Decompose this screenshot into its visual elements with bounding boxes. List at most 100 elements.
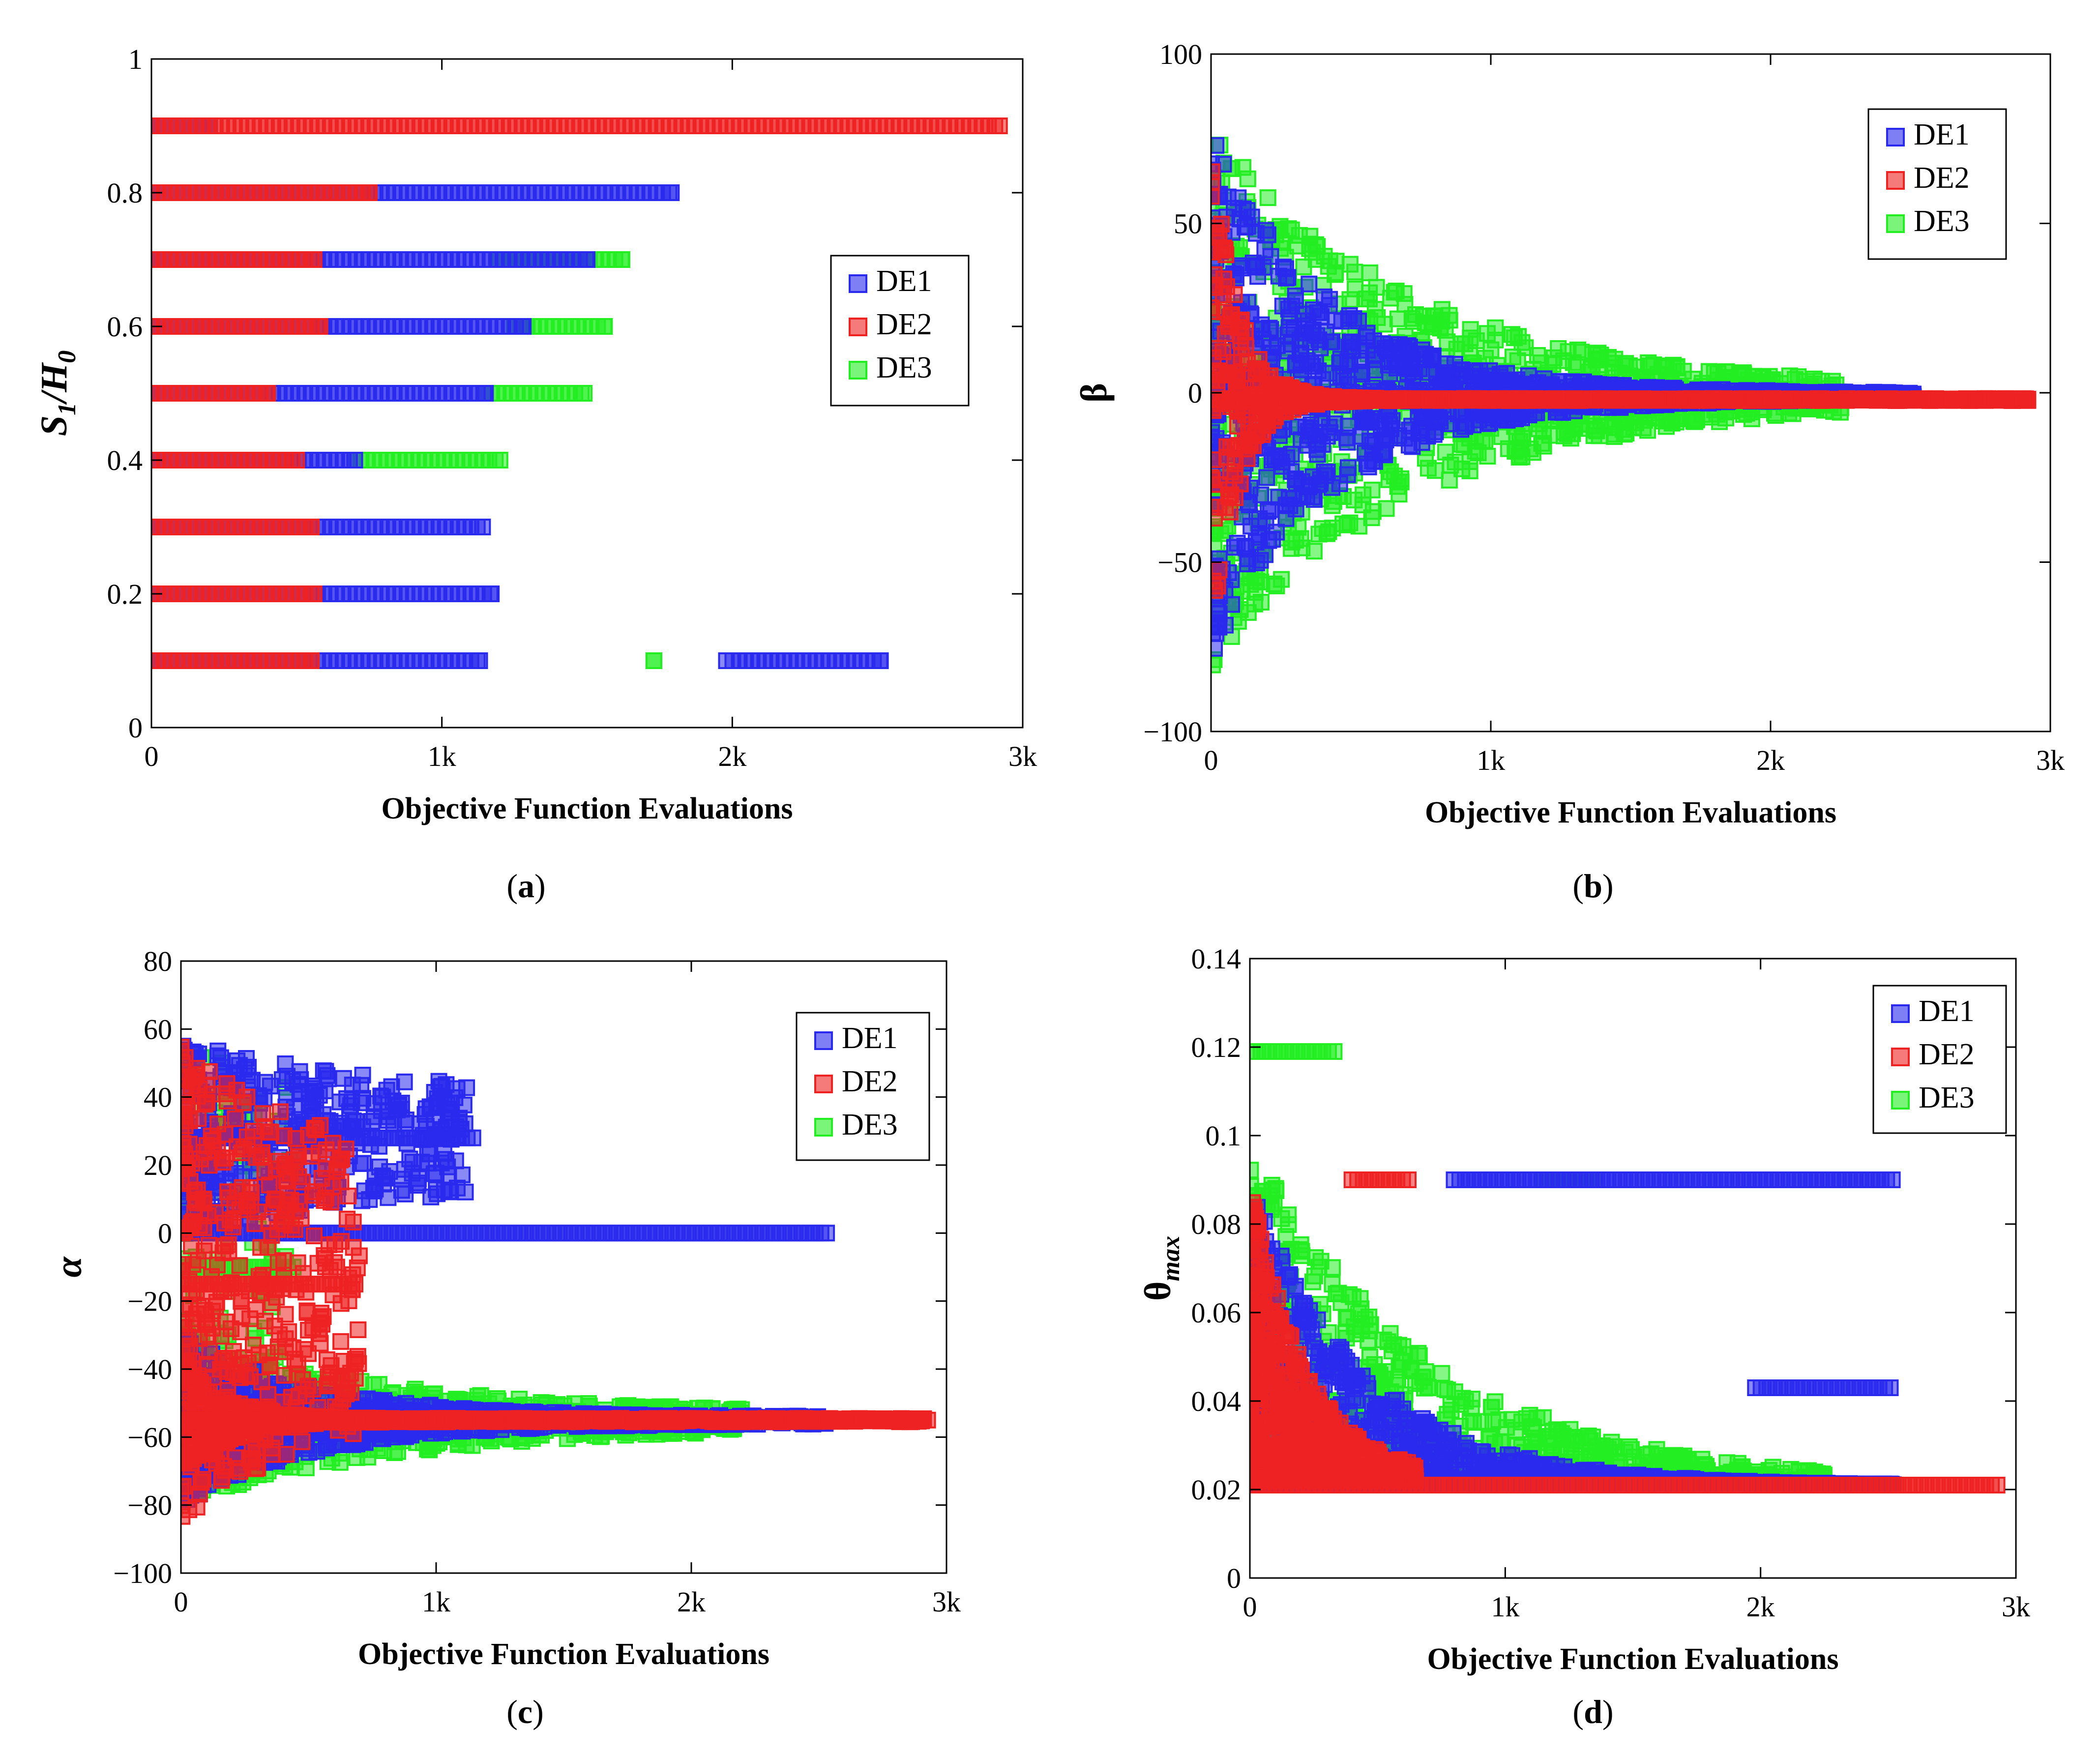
x-tick-label: 2k — [1756, 744, 1785, 776]
point-de3 — [1487, 331, 1504, 349]
point-de1 — [1250, 526, 1268, 543]
point-de1 — [1513, 409, 1530, 426]
x-tick-label: 3k — [1008, 740, 1037, 772]
point-de3 — [1211, 524, 1222, 541]
point-de3 — [1382, 463, 1399, 480]
y-tick-label: 0.4 — [107, 444, 143, 476]
y-tick-label: 50 — [1174, 208, 1202, 240]
x-tick-label: 0 — [145, 740, 159, 772]
point-de1 — [1278, 497, 1295, 514]
point-de3 — [1378, 500, 1395, 517]
point-de1 — [346, 452, 363, 468]
y-tick-label: 100 — [1159, 38, 1202, 70]
point-de3 — [1781, 367, 1798, 384]
point-de2 — [1211, 350, 1222, 366]
point-de1 — [1352, 428, 1369, 445]
chart-panel-c: 0 1k 2k 3k−100−80−60−40−20020406080Objectiv… — [48, 945, 961, 1730]
point-de1 — [1536, 370, 1553, 387]
point-de1 — [515, 318, 532, 335]
point-de3 — [1240, 604, 1257, 621]
legend-marker-de3 — [1886, 214, 1905, 233]
point-de1 — [1211, 137, 1225, 154]
point-de3 — [645, 652, 662, 669]
point-de1 — [1300, 423, 1317, 440]
point-de1 — [1350, 335, 1367, 352]
point-de1 — [1247, 259, 1264, 276]
point-de3 — [1479, 448, 1496, 465]
x-tick-label: 3k — [2036, 744, 2065, 776]
point-de3 — [1246, 584, 1264, 601]
point-de3 — [1668, 358, 1686, 375]
data-points — [1211, 137, 2037, 673]
point-de1 — [1430, 409, 1448, 426]
point-de3 — [1327, 266, 1344, 283]
point-de3 — [1590, 350, 1607, 367]
x-tick-label: 0 — [1204, 744, 1218, 776]
point-de3 — [1259, 189, 1276, 206]
point-de2 — [259, 385, 276, 402]
point-de3 — [1346, 492, 1363, 509]
y-tick-label: 0 — [128, 712, 143, 744]
legend-marker-de2 — [849, 318, 867, 336]
point-de1 — [872, 652, 889, 669]
data-points — [151, 117, 1008, 669]
point-de1 — [1239, 218, 1256, 235]
point-de3 — [1346, 263, 1363, 281]
legend-label-de2: DE2 — [1914, 161, 1970, 195]
point-de1 — [477, 385, 494, 402]
point-de3 — [1688, 411, 1705, 429]
point-de3 — [1655, 412, 1672, 430]
y-tick-label: 1 — [128, 43, 143, 75]
point-de1 — [1520, 367, 1537, 384]
point-de3 — [1513, 334, 1531, 351]
point-de1 — [471, 652, 488, 669]
point-de3 — [491, 452, 508, 468]
point-de3 — [1735, 366, 1752, 383]
point-de2 — [1250, 351, 1268, 368]
point-de1 — [1301, 275, 1318, 292]
point-de2 — [302, 652, 320, 669]
legend-label-de3: DE3 — [876, 351, 932, 384]
point-de2 — [1211, 578, 1226, 595]
point-de3 — [1389, 310, 1406, 327]
point-de3 — [596, 318, 613, 335]
point-de1 — [1211, 640, 1223, 657]
point-de3 — [1239, 170, 1256, 187]
point-de2 — [991, 117, 1008, 134]
point-de1 — [1365, 332, 1382, 350]
legend-marker-de3 — [849, 361, 867, 380]
plot-frame — [150, 58, 1024, 729]
x-axis-title: Objective Function Evaluations — [381, 792, 793, 825]
point-de1 — [1240, 550, 1257, 567]
y-axis-title: S1/H0 — [33, 351, 81, 437]
point-de3 — [1507, 443, 1524, 460]
panel-caption: (b) — [1572, 867, 1613, 905]
point-de1 — [1376, 446, 1393, 464]
point-de2 — [361, 184, 378, 201]
x-axis-title: Objective Function Evaluations — [1425, 796, 1836, 829]
point-de3 — [1417, 314, 1434, 331]
point-de2 — [1211, 561, 1228, 578]
point-de3 — [1363, 481, 1381, 498]
point-de3 — [1295, 258, 1312, 275]
point-de2 — [1211, 363, 1224, 380]
legend-label-de2: DE2 — [876, 308, 932, 341]
point-de1 — [1381, 416, 1398, 433]
point-de3 — [1301, 228, 1319, 245]
point-de2 — [1227, 455, 1244, 472]
point-de1 — [1411, 360, 1428, 378]
point-de3 — [1453, 460, 1471, 477]
point-de1 — [1327, 312, 1344, 329]
point-de3 — [1361, 264, 1378, 281]
point-de1 — [579, 251, 595, 268]
point-de3 — [1388, 283, 1405, 299]
point-de2 — [1223, 306, 1240, 323]
point-de1 — [1424, 347, 1442, 364]
point-de3 — [1462, 329, 1479, 347]
point-de2 — [1240, 416, 1257, 433]
point-de1 — [1312, 339, 1329, 356]
y-axis-title: β — [1073, 383, 1115, 403]
data-points — [181, 1038, 936, 1525]
